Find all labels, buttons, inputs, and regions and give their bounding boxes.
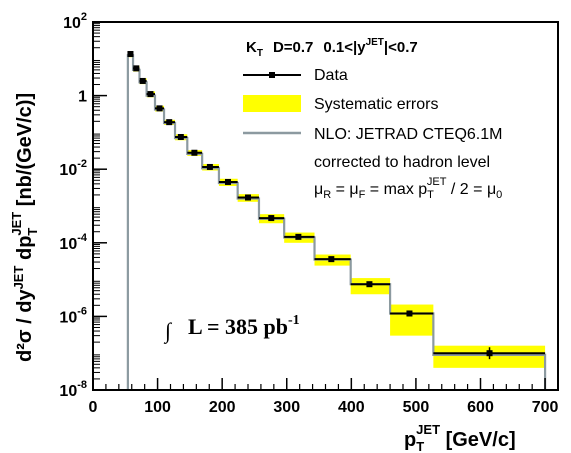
data-marker-11: [268, 215, 275, 222]
y-tick-label-1: 10-6: [59, 305, 87, 326]
data-point-2: [139, 77, 147, 84]
data-marker-7: [191, 149, 198, 156]
data-marker-1: [133, 65, 140, 72]
legend-nlo-label: NLO: JETRAD CTEQ6.1M: [314, 126, 502, 143]
legend-systematic-swatch: [243, 95, 301, 112]
legend-scale-text: μR = μF = max pTJET / 2 = μ0: [314, 176, 502, 201]
data-point-3: [146, 91, 155, 98]
data-point-0: [127, 51, 134, 58]
luminosity-annotation: ∫ L = 385 pb-1: [163, 313, 300, 344]
legend: KT D=0.7 0.1<|yJET|<0.7 Data Systematic er…: [243, 37, 502, 201]
y-axis-unit: [nb/(GeV/c)]: [14, 93, 36, 206]
x-axis-sup: JET: [416, 422, 440, 437]
y-axis-title: d²σ / dyJET dpTJET [nb/(GeV/c)]: [9, 93, 40, 362]
data-points: [127, 51, 546, 360]
data-marker-2: [139, 77, 146, 84]
data-point-15: [390, 310, 434, 317]
data-marker-8: [206, 163, 213, 170]
x-axis-sub: T: [416, 439, 424, 453]
data-point-5: [164, 119, 176, 126]
y-tick-label-2: 10-4: [59, 232, 87, 253]
x-axis-title: pT JET [GeV/c]: [404, 422, 516, 453]
data-marker-9: [224, 178, 231, 185]
data-marker-12: [295, 233, 302, 240]
data-point-1: [133, 65, 140, 72]
data-marker-3: [147, 91, 154, 98]
data-point-10: [237, 194, 259, 201]
data-point-13: [314, 256, 351, 263]
x-tick-label-7: 700: [532, 399, 559, 416]
y-tick-label-0: 10-8: [59, 379, 87, 400]
y-tick-label-4: 1: [78, 89, 87, 106]
x-tick-label-4: 400: [338, 399, 365, 416]
legend-systematic-label: Systematic errors: [314, 96, 438, 113]
legend-header: KT D=0.7 0.1<|yJET|<0.7: [246, 37, 418, 59]
data-point-14: [350, 281, 391, 288]
x-tick-label-2: 200: [209, 399, 236, 416]
x-tick-label-1: 100: [144, 399, 171, 416]
data-point-12: [284, 233, 315, 240]
x-axis-p: p: [404, 429, 416, 451]
y-tick-label-5: 102: [63, 11, 87, 32]
data-point-9: [218, 178, 238, 185]
data-marker-0: [127, 51, 134, 58]
x-tick-label-0: 0: [89, 399, 98, 416]
data-marker-15: [406, 310, 413, 317]
luminosity-text: L = 385 pb-1: [188, 313, 300, 339]
x-tick-label-5: 500: [403, 399, 430, 416]
y-tick-label-3: 10-2: [59, 158, 87, 179]
integral-sign: ∫: [163, 318, 173, 344]
y-axis-numerator: d²σ / dy: [14, 289, 36, 362]
data-point-8: [202, 163, 219, 170]
x-tick-label-3: 300: [273, 399, 300, 416]
data-point-7: [187, 149, 203, 156]
data-marker-5: [166, 119, 173, 126]
data-marker-10: [245, 194, 251, 201]
x-axis-ticks: 0 100 200 300 400 500 600 700: [89, 378, 559, 416]
data-marker-4: [156, 105, 163, 112]
legend-data-label: Data: [314, 67, 348, 84]
y-axis-dp-sub: T: [25, 228, 40, 236]
data-point-6: [175, 133, 188, 140]
data-marker-13: [328, 256, 335, 263]
data-point-4: [155, 105, 165, 112]
y-axis-dp: dp: [14, 236, 36, 260]
y-axis-dp-sup: JET: [9, 212, 24, 236]
x-tick-label-6: 600: [467, 399, 494, 416]
x-axis-unit: [GeV/c]: [446, 429, 516, 451]
legend-nlo-note: corrected to hadron level: [314, 154, 490, 171]
data-marker-14: [366, 281, 373, 288]
data-marker-16: [486, 350, 493, 357]
data-marker-6: [177, 133, 184, 140]
systematic-band-15: [390, 304, 434, 336]
data-point-16: [433, 347, 546, 360]
legend-data-marker: [243, 72, 301, 78]
data-point-11: [258, 215, 285, 222]
y-axis-y-sup: JET: [11, 266, 26, 290]
y-axis-ticks: 10-8 10-6 10-4 10-2 1 102: [59, 11, 107, 400]
